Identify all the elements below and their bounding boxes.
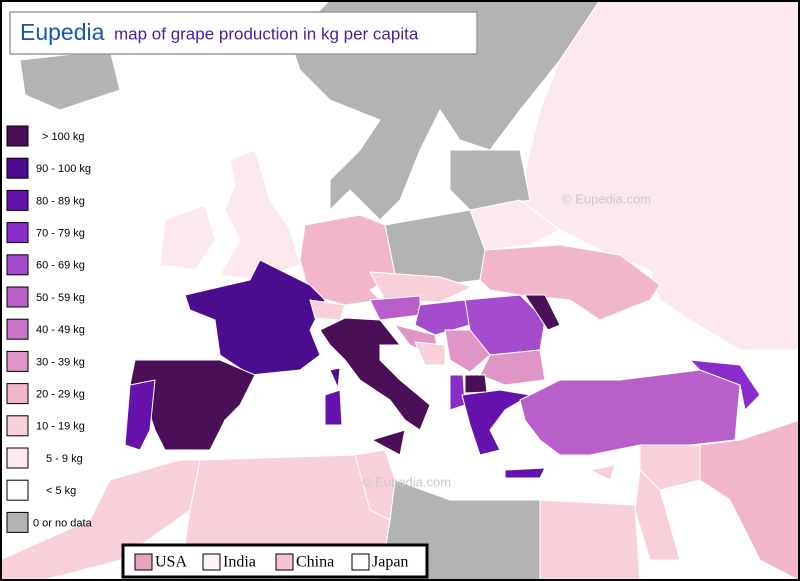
legend-swatch — [6, 350, 29, 372]
ukraine — [479, 244, 661, 321]
bosnia — [414, 341, 446, 366]
legend-swatch — [6, 254, 29, 276]
legend-label: 80 - 89 kg — [36, 195, 85, 207]
moldova — [524, 294, 561, 331]
iraq-iran — [699, 419, 800, 581]
watermark: © Eupedia.com — [562, 191, 651, 206]
legend-swatch — [6, 447, 29, 469]
egypt — [539, 499, 641, 581]
scandinavia — [289, 0, 601, 221]
title: map of grape production in kg per capita — [114, 24, 419, 43]
macedonia — [464, 374, 488, 394]
morocco — [0, 459, 201, 581]
comparison-label: Japan — [372, 554, 408, 571]
legend-label: 90 - 100 kg — [36, 163, 91, 175]
legend-label: 10 - 19 kg — [36, 421, 85, 433]
syria — [639, 444, 701, 491]
greece — [461, 389, 532, 456]
comparison-swatch — [275, 553, 294, 571]
brand: Eupedia — [20, 19, 105, 45]
title-box — [9, 11, 478, 55]
legend-label: 20 - 29 kg — [36, 389, 85, 401]
bulgaria — [479, 349, 546, 386]
legend-swatch — [6, 125, 29, 147]
comparison-label: USA — [155, 554, 187, 571]
ireland — [159, 204, 216, 271]
comparison-swatch — [134, 553, 153, 571]
legend-swatch — [6, 157, 29, 179]
legend-label: 40 - 49 kg — [36, 324, 85, 336]
legend: > 100 kg 90 - 100 kg 80 - 89 kg 70 - 79 kg 6… — [6, 125, 93, 533]
albania — [449, 374, 466, 411]
cyprus — [588, 464, 616, 481]
corsica — [329, 367, 341, 390]
legend-swatch — [6, 415, 29, 437]
legend-swatch — [6, 383, 29, 405]
legend-label: 30 - 39 kg — [36, 356, 85, 368]
comparison-label: China — [296, 554, 334, 571]
france — [184, 259, 326, 376]
comparison: USA India China Japan — [134, 553, 408, 571]
comparison-swatch — [202, 553, 221, 571]
legend-label: 70 - 79 kg — [36, 228, 85, 240]
legend-label: > 100 kg — [42, 131, 85, 143]
sardinia — [324, 389, 343, 426]
watermark: © Eupedia.com — [362, 474, 451, 489]
legend-label: 50 - 59 kg — [36, 292, 85, 304]
comparison-label: India — [223, 554, 256, 571]
legend-swatch — [6, 318, 29, 340]
caucasus — [688, 359, 761, 412]
legend-label: 60 - 69 kg — [36, 260, 85, 272]
serbia — [444, 329, 491, 373]
comparison-box — [121, 543, 429, 579]
legend-swatch — [6, 189, 29, 211]
legend-label: < 5 kg — [46, 485, 76, 497]
czechia-slovakia — [369, 271, 474, 303]
legend-swatch — [6, 222, 29, 244]
legend-swatch — [6, 511, 29, 533]
crete — [504, 467, 546, 479]
italy — [319, 317, 431, 431]
levant — [634, 468, 681, 561]
comparison-swatch — [351, 553, 370, 571]
legend-label: 0 or no data — [33, 517, 93, 529]
legend-label: 5 - 9 kg — [46, 453, 83, 465]
portugal — [124, 379, 156, 451]
legend-swatch — [6, 286, 29, 308]
germany — [299, 214, 396, 306]
legend-swatch — [6, 479, 29, 501]
sicily — [370, 429, 406, 456]
